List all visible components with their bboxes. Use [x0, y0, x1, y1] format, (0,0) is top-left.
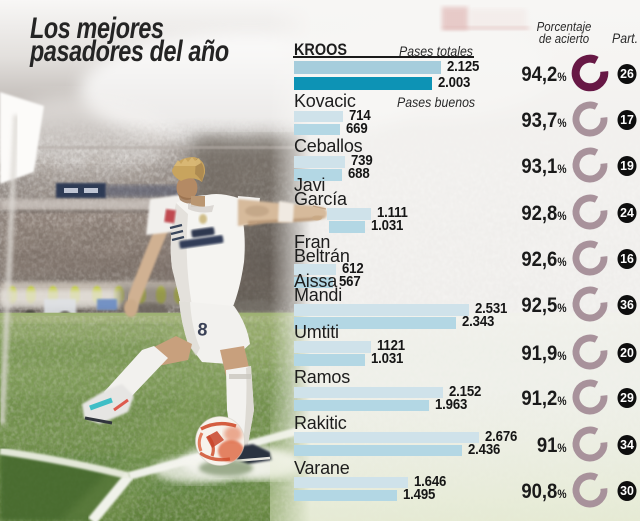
svg-text:8: 8	[197, 319, 209, 340]
